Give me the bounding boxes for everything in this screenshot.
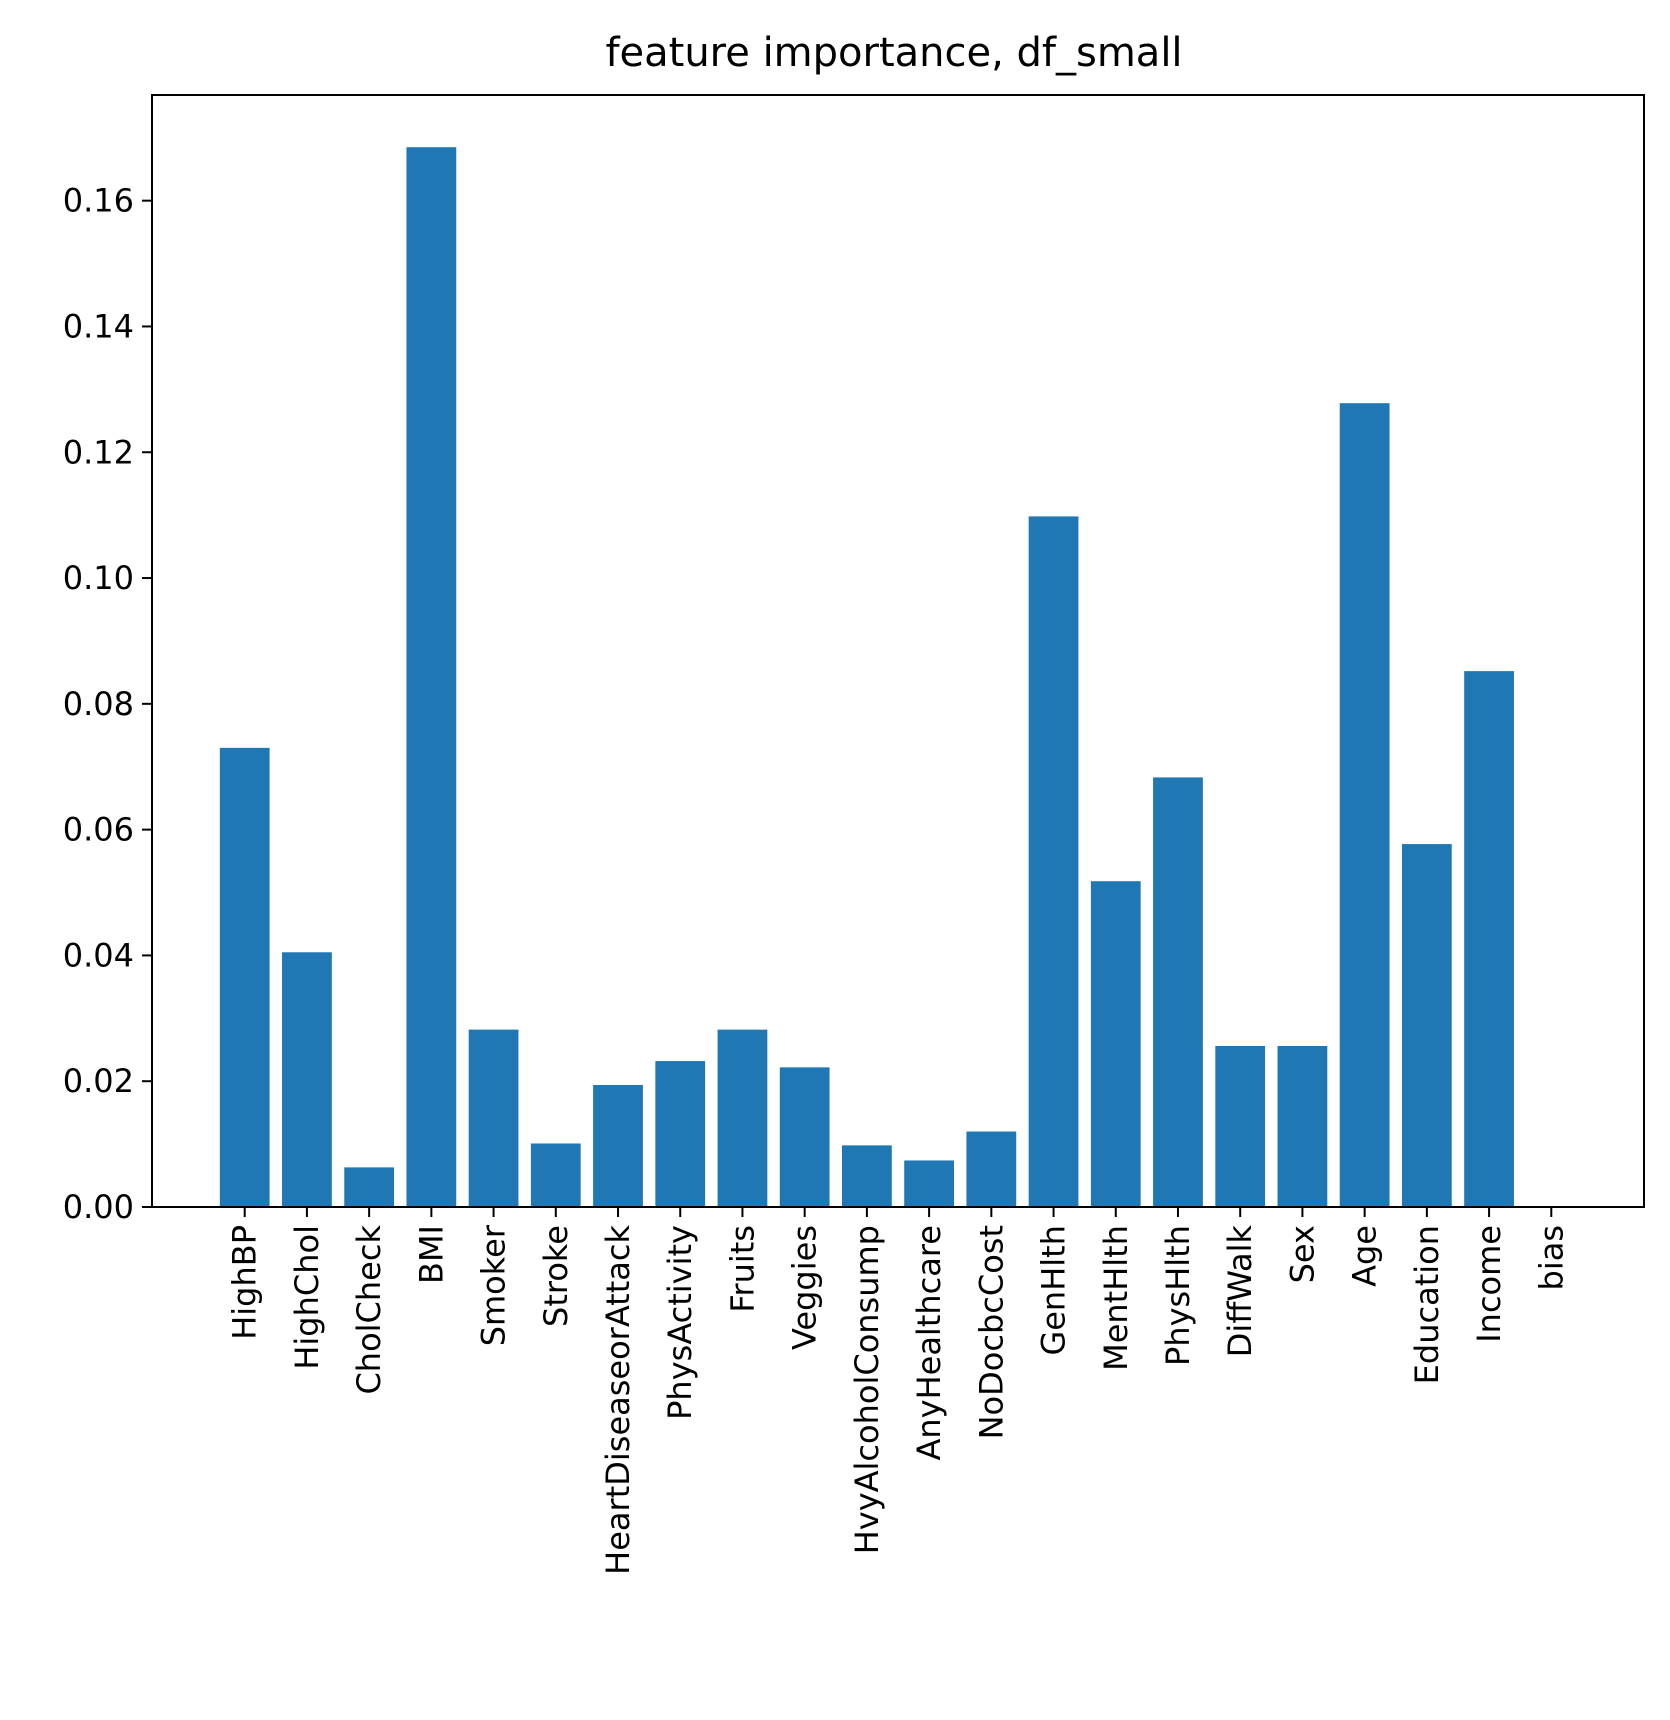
bar-MentHlth [1090, 881, 1141, 1207]
x-tick-label: PhysHlth [1159, 1225, 1197, 1366]
x-tick-label: Income [1470, 1225, 1508, 1343]
bar-PhysHlth [1153, 777, 1203, 1207]
y-tick-label: 0.04 [63, 936, 134, 974]
x-tick-label: GenHlth [1035, 1225, 1073, 1356]
y-tick-label: 0.10 [63, 559, 134, 597]
bar-HvyAlcoholConsump [842, 1145, 892, 1207]
x-tick-label: Smoker [475, 1224, 513, 1346]
x-tick-label: HeartDiseaseorAttack [599, 1225, 637, 1575]
bar-Education [1401, 844, 1452, 1207]
y-tick-label: 0.14 [63, 307, 134, 345]
x-tick-label: HighBP [226, 1225, 264, 1340]
y-tick-label: 0.12 [63, 433, 134, 471]
x-tick-label: Age [1346, 1225, 1384, 1287]
x-tick-label: DiffWalk [1221, 1225, 1259, 1358]
bar-Sex [1277, 1045, 1328, 1207]
x-tick-label: Fruits [723, 1225, 761, 1313]
bar-BMI [406, 147, 457, 1208]
x-tick-label: Sex [1283, 1225, 1321, 1283]
bar-Veggies [779, 1067, 830, 1207]
y-tick-label: 0.16 [63, 182, 134, 220]
bar-Age [1339, 403, 1390, 1207]
bar-HeartDiseaseorAttack [593, 1084, 643, 1207]
x-tick-label: CholCheck [350, 1225, 388, 1395]
bar-AnyHealthcare [904, 1160, 954, 1207]
bar-Stroke [530, 1143, 581, 1207]
chart-title: feature importance, df_small [605, 30, 1182, 76]
x-axis: HighBP HighChol CholCheck BMI Smoker Stroke He… [226, 1207, 1570, 1575]
x-tick-label: Veggies [786, 1225, 824, 1350]
y-tick-label: 0.06 [63, 811, 134, 849]
y-tick-label: 0.08 [63, 685, 134, 723]
bar-NoDocbcCost [966, 1131, 1017, 1207]
bar-Smoker [468, 1029, 519, 1207]
x-tick-label: PhysActivity [661, 1225, 699, 1420]
y-tick-label: 0.02 [63, 1062, 134, 1100]
bar-Income [1464, 671, 1514, 1207]
bar-HighBP [219, 747, 270, 1207]
y-tick-label: 0.00 [63, 1188, 134, 1226]
plot-area-frame [151, 94, 1645, 1208]
x-tick-label: BMI [412, 1225, 450, 1284]
x-tick-label: NoDocbcCost [972, 1225, 1010, 1439]
x-tick-label: MentHlth [1097, 1225, 1135, 1371]
bars-group [219, 147, 1514, 1208]
bar-Fruits [717, 1029, 768, 1207]
bar-GenHlth [1028, 516, 1079, 1207]
bar-CholCheck [344, 1167, 395, 1207]
bar-PhysActivity [655, 1061, 706, 1207]
x-tick-label: Education [1408, 1225, 1446, 1384]
x-tick-label: AnyHealthcare [910, 1225, 948, 1461]
y-axis: 0.00 0.02 0.04 0.06 0.08 0.10 0.12 0.14 0.16 [63, 182, 152, 1226]
x-tick-label: bias [1532, 1225, 1570, 1290]
x-tick-label: Stroke [537, 1225, 575, 1327]
bar-HighChol [282, 952, 332, 1207]
x-tick-label: HighChol [288, 1225, 326, 1370]
x-tick-label: HvyAlcoholConsump [848, 1225, 886, 1554]
bar-DiffWalk [1215, 1045, 1266, 1207]
